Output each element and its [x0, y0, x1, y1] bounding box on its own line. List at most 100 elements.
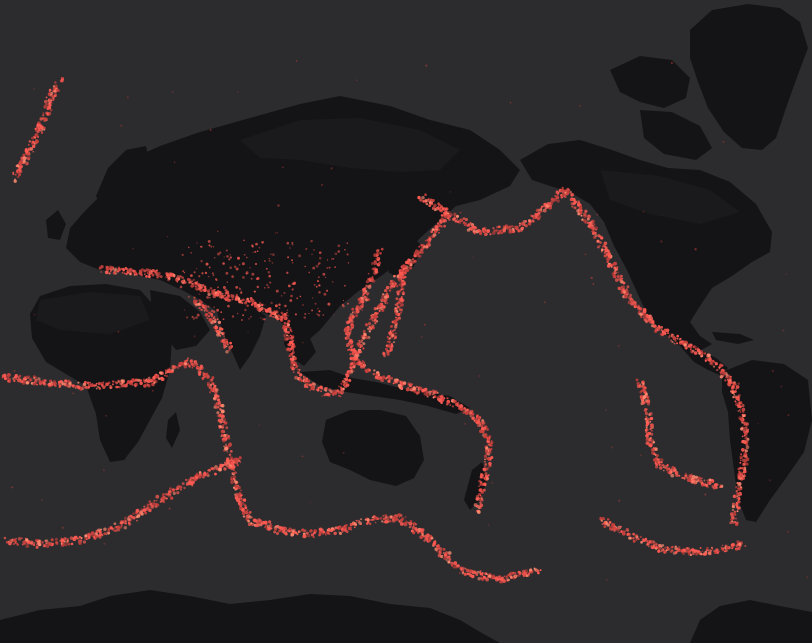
quake-dot — [148, 508, 152, 513]
quake-dot — [417, 251, 420, 254]
quake-dot — [387, 379, 391, 383]
quake-dot — [350, 322, 354, 326]
quake-dot — [255, 306, 257, 308]
quake-dot — [112, 380, 115, 383]
landmass-central-america — [680, 332, 754, 376]
quake-dot — [140, 273, 143, 277]
quake-dot — [184, 478, 188, 482]
quake-dot — [247, 300, 250, 303]
quake-dot — [203, 375, 207, 379]
quake-dot — [396, 290, 400, 294]
quake-dot — [269, 523, 272, 526]
quake-dot — [289, 247, 291, 249]
quake-dot — [122, 268, 125, 272]
quake-dot — [386, 376, 388, 379]
quake-dot — [313, 531, 316, 535]
quake-dot — [733, 394, 736, 396]
quake-dot — [696, 348, 701, 353]
quake-dot — [70, 542, 74, 546]
quake-dot — [35, 129, 38, 132]
quake-dot — [402, 277, 405, 280]
quake-dot — [431, 228, 435, 231]
quake-dot — [210, 387, 214, 392]
quake-dot — [657, 549, 661, 553]
quake-dot — [486, 427, 489, 431]
quake-dot — [263, 318, 266, 321]
quake-dot — [41, 541, 44, 544]
quake-dot — [466, 410, 470, 414]
quake-dot — [165, 374, 169, 378]
quake-dot — [739, 493, 743, 496]
quake-dot — [229, 450, 233, 453]
quake-dot — [52, 87, 56, 90]
quake-dot — [164, 370, 169, 374]
quake-dot — [743, 473, 746, 476]
quake-dot — [729, 521, 733, 525]
quake-dot — [356, 354, 360, 357]
quake-dot — [318, 291, 321, 294]
quake-dot — [637, 538, 640, 541]
quake-dot — [730, 386, 734, 389]
quake-dot — [129, 273, 132, 276]
quake-dot — [740, 427, 744, 431]
quake-dot — [683, 476, 686, 480]
quake-dot — [115, 529, 118, 532]
quake-dot — [140, 268, 144, 272]
quake-dot — [573, 201, 577, 205]
quake-dot — [523, 571, 528, 576]
quake-dot — [189, 359, 194, 363]
quake-dot — [38, 539, 41, 542]
quake-dot — [243, 503, 247, 507]
quake-dot — [199, 364, 203, 368]
quake-dot — [356, 79, 358, 81]
quake-dot — [243, 239, 245, 242]
quake-dot — [424, 193, 427, 196]
quake-dot — [741, 435, 744, 438]
quake-dot — [17, 168, 20, 171]
quake-dot — [179, 485, 183, 489]
quake-dot — [260, 303, 264, 307]
quake-dot — [220, 429, 224, 434]
quake-dot — [630, 302, 634, 306]
quake-dot — [502, 579, 506, 583]
quake-dot — [640, 454, 642, 457]
quake-dot — [739, 461, 742, 464]
quake-dot — [438, 231, 440, 234]
quake-dot — [662, 464, 665, 467]
quake-dot — [48, 106, 52, 110]
quake-dot — [346, 242, 349, 244]
quake-dot — [695, 552, 698, 556]
quake-dot — [27, 143, 30, 146]
quake-dot — [666, 464, 669, 467]
quake-dot — [358, 339, 361, 342]
quake-dot — [135, 514, 137, 517]
quake-dot — [533, 567, 536, 570]
quake-dot — [386, 340, 389, 343]
quake-dot — [112, 271, 116, 275]
quake-dot — [672, 333, 675, 336]
quake-dot — [267, 271, 271, 274]
quake-dot — [256, 250, 259, 252]
quake-dot — [734, 521, 737, 524]
quake-dot — [401, 291, 406, 296]
quake-dot — [305, 379, 308, 383]
quake-dot — [536, 216, 541, 221]
quake-dot — [689, 553, 693, 557]
landmass-south-america — [722, 360, 812, 522]
quake-dot — [376, 307, 379, 310]
quake-dot — [383, 354, 386, 358]
quake-dot — [320, 183, 324, 186]
quake-dot — [742, 411, 745, 414]
quake-dot — [618, 277, 622, 281]
quake-dot — [645, 436, 649, 440]
quake-dot — [497, 225, 501, 229]
quake-dot — [337, 528, 340, 531]
quake-dot — [290, 362, 294, 366]
quake-dot — [401, 279, 404, 282]
quake-dot — [212, 310, 216, 314]
quake-dot — [305, 382, 309, 387]
quake-dot — [408, 521, 413, 526]
quake-dot — [368, 278, 372, 283]
